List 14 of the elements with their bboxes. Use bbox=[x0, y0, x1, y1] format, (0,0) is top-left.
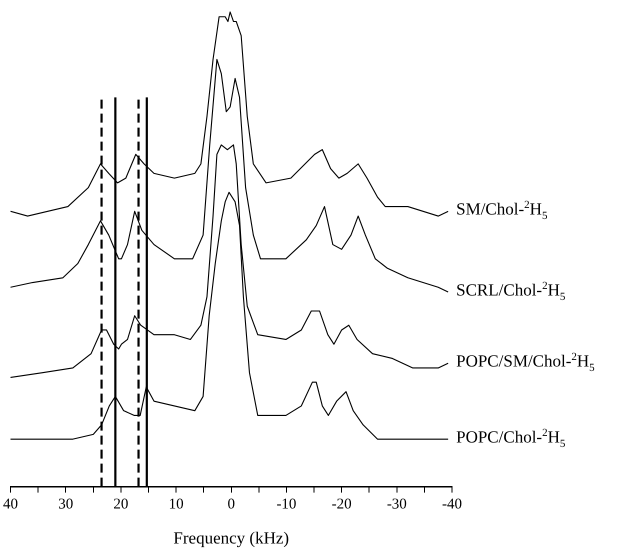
series-label: POPC/Chol-$^{2}$H$_{5}$ bbox=[456, 427, 566, 450]
x-tick-label: 0 bbox=[228, 496, 235, 513]
series-label: SCRL/Chol-$^{2}$H$_{5}$ bbox=[456, 280, 566, 304]
x-tick-label: 10 bbox=[168, 496, 184, 513]
x-tick-label: 40 bbox=[3, 496, 18, 513]
x-tick-label: -10 bbox=[276, 496, 296, 513]
x-tick-label: -30 bbox=[386, 496, 407, 513]
series-label: POPC/SM/Chol-$^{2}$H$_{5}$ bbox=[456, 351, 595, 374]
series-label: SM/Chol-$^{2}$H$_{5}$ bbox=[456, 199, 548, 222]
x-axis-title: Frequency (kHz) bbox=[173, 528, 290, 548]
x-tick-label: 20 bbox=[113, 496, 128, 513]
x-tick-label: -20 bbox=[332, 496, 352, 513]
x-tick-label: 30 bbox=[58, 496, 74, 513]
x-tick-label: -40 bbox=[442, 496, 462, 513]
